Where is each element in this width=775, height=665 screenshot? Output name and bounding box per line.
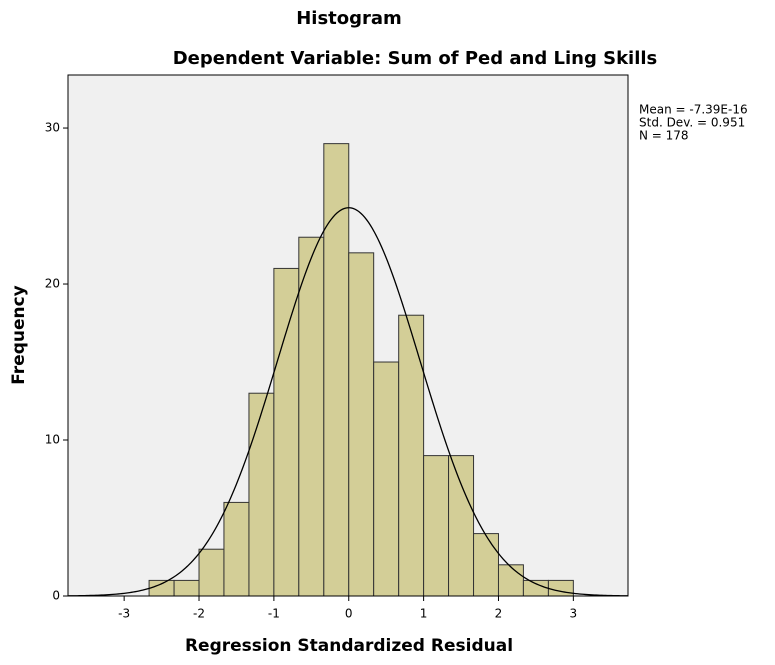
x-tick-label: 2	[495, 607, 503, 621]
chart-title: Histogram	[296, 8, 402, 29]
bar	[473, 533, 499, 597]
y-axis-title: Frequency	[9, 285, 29, 385]
normal-curve	[67, 207, 629, 597]
bar	[148, 579, 175, 597]
x-tick-label: -3	[118, 607, 130, 621]
bar	[522, 579, 549, 597]
x-tick-label: -2	[193, 607, 205, 621]
bar	[398, 314, 425, 597]
y-tick-label: 20	[45, 277, 60, 291]
x-tick-label: 1	[420, 607, 428, 621]
bar	[273, 267, 300, 597]
x-tick-label: 3	[570, 607, 578, 621]
bar	[173, 579, 200, 597]
y-tick-label: 30	[45, 121, 60, 135]
bar	[248, 392, 275, 597]
plot-frame	[67, 74, 629, 597]
bar	[223, 501, 250, 597]
bar	[348, 252, 375, 597]
stat-label: Mean = -7.39E-16	[639, 103, 748, 117]
x-axis-title: Regression Standardized Residual	[185, 636, 513, 656]
y-tick-label: 10	[45, 433, 60, 447]
x-tick-label: -1	[268, 607, 280, 621]
stat-label: N = 178	[639, 129, 689, 143]
y-tick-label: 0	[52, 589, 60, 603]
stat-label: Std. Dev. = 0.951	[639, 116, 745, 130]
chart-subtitle: Dependent Variable: Sum of Ped and Ling …	[173, 48, 658, 69]
bar	[323, 143, 350, 597]
bar	[423, 455, 450, 597]
x-tick-label: 0	[345, 607, 353, 621]
bar	[373, 361, 400, 597]
bar	[497, 564, 524, 597]
bar	[298, 236, 325, 597]
bar	[198, 548, 225, 597]
bar	[448, 455, 475, 597]
bar	[547, 579, 574, 597]
